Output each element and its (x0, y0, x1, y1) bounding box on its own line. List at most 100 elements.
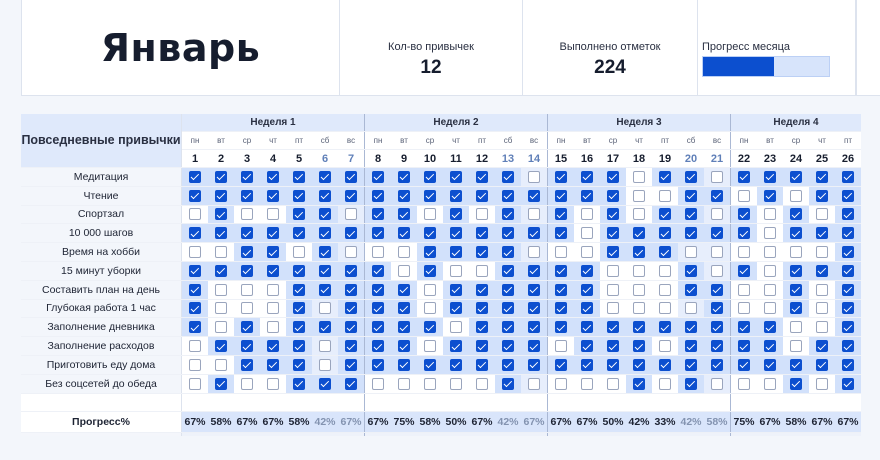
habit-cell[interactable] (260, 223, 286, 244)
habit-cell[interactable] (181, 336, 208, 356)
habit-cell[interactable] (600, 186, 626, 206)
checkbox-checked[interactable] (398, 321, 410, 334)
checkbox-checked[interactable] (424, 170, 436, 183)
habit-cell[interactable] (208, 280, 234, 300)
habit-cell[interactable] (574, 167, 600, 187)
checkbox-empty[interactable] (476, 208, 488, 221)
habit-cell[interactable] (338, 261, 365, 281)
habit-cell[interactable] (730, 186, 757, 206)
checkbox-checked[interactable] (476, 170, 488, 183)
checkbox-checked[interactable] (398, 189, 410, 202)
checkbox-checked[interactable] (450, 302, 462, 315)
habit-cell[interactable] (835, 317, 861, 338)
checkbox-empty[interactable] (241, 302, 253, 315)
checkbox-checked[interactable] (555, 208, 567, 221)
checkbox-checked[interactable] (450, 246, 462, 259)
habit-cell[interactable] (469, 205, 495, 225)
checkbox-checked[interactable] (790, 358, 802, 371)
habit-cell[interactable] (809, 374, 835, 394)
habit-cell[interactable] (286, 317, 312, 338)
checkbox-checked[interactable] (189, 264, 201, 277)
habit-cell[interactable] (704, 167, 731, 187)
checkbox-empty[interactable] (267, 321, 279, 334)
habit-cell[interactable] (260, 205, 286, 225)
habit-cell[interactable] (495, 280, 521, 300)
checkbox-checked[interactable] (424, 358, 436, 371)
habit-cell[interactable] (652, 317, 678, 338)
habit-cell[interactable] (757, 261, 783, 281)
checkbox-checked[interactable] (372, 302, 384, 315)
habit-cell[interactable] (678, 261, 704, 281)
habit-cell[interactable] (312, 261, 338, 281)
checkbox-empty[interactable] (764, 264, 776, 277)
checkbox-checked[interactable] (790, 377, 802, 390)
habit-cell[interactable] (809, 242, 835, 262)
habit-cell[interactable] (757, 299, 783, 319)
habit-cell[interactable] (730, 280, 757, 300)
habit-cell[interactable] (312, 317, 338, 338)
checkbox-checked[interactable] (450, 283, 462, 296)
checkbox-checked[interactable] (293, 340, 305, 353)
habit-cell[interactable] (495, 186, 521, 206)
habit-cell[interactable] (730, 355, 757, 375)
checkbox-checked[interactable] (345, 264, 357, 277)
checkbox-checked[interactable] (528, 302, 540, 315)
habit-cell[interactable] (678, 242, 704, 262)
habit-cell[interactable] (600, 317, 626, 338)
habit-cell[interactable] (469, 242, 495, 262)
checkbox-checked[interactable] (633, 358, 645, 371)
habit-cell[interactable] (574, 261, 600, 281)
checkbox-empty[interactable] (267, 377, 279, 390)
habit-cell[interactable] (809, 299, 835, 319)
checkbox-empty[interactable] (215, 246, 227, 259)
habit-cell[interactable] (574, 205, 600, 225)
habit-cell[interactable] (364, 374, 391, 394)
habit-cell[interactable] (547, 299, 574, 319)
habit-cell[interactable] (417, 299, 443, 319)
checkbox-checked[interactable] (345, 283, 357, 296)
checkbox-checked[interactable] (215, 208, 227, 221)
checkbox-checked[interactable] (267, 189, 279, 202)
checkbox-checked[interactable] (685, 377, 697, 390)
habit-cell[interactable] (704, 355, 731, 375)
habit-cell[interactable] (181, 167, 208, 187)
checkbox-checked[interactable] (607, 227, 619, 240)
habit-cell[interactable] (286, 374, 312, 394)
habit-cell[interactable] (391, 261, 417, 281)
habit-cell[interactable] (286, 205, 312, 225)
checkbox-checked[interactable] (555, 170, 567, 183)
habit-cell[interactable] (338, 223, 365, 244)
checkbox-empty[interactable] (424, 283, 436, 296)
checkbox-checked[interactable] (476, 189, 488, 202)
checkbox-checked[interactable] (607, 358, 619, 371)
checkbox-checked[interactable] (581, 283, 593, 296)
habit-cell[interactable] (181, 374, 208, 394)
habit-cell[interactable] (757, 374, 783, 394)
habit-cell[interactable] (835, 242, 861, 262)
checkbox-checked[interactable] (685, 227, 697, 240)
checkbox-checked[interactable] (319, 321, 331, 334)
habit-cell[interactable] (234, 299, 260, 319)
checkbox-checked[interactable] (267, 264, 279, 277)
checkbox-checked[interactable] (528, 264, 540, 277)
checkbox-empty[interactable] (476, 377, 488, 390)
checkbox-checked[interactable] (816, 227, 828, 240)
habit-cell[interactable] (443, 223, 469, 244)
habit-cell[interactable] (469, 223, 495, 244)
habit-cell[interactable] (286, 242, 312, 262)
habit-cell[interactable] (260, 186, 286, 206)
habit-cell[interactable] (652, 280, 678, 300)
checkbox-empty[interactable] (764, 208, 776, 221)
checkbox-checked[interactable] (372, 227, 384, 240)
habit-cell[interactable] (678, 186, 704, 206)
habit-cell[interactable] (181, 261, 208, 281)
checkbox-checked[interactable] (502, 321, 514, 334)
habit-cell[interactable] (521, 167, 548, 187)
habit-cell[interactable] (208, 167, 234, 187)
checkbox-checked[interactable] (502, 189, 514, 202)
checkbox-checked[interactable] (842, 358, 854, 371)
checkbox-checked[interactable] (842, 321, 854, 334)
checkbox-checked[interactable] (476, 321, 488, 334)
checkbox-checked[interactable] (345, 321, 357, 334)
checkbox-checked[interactable] (607, 208, 619, 221)
